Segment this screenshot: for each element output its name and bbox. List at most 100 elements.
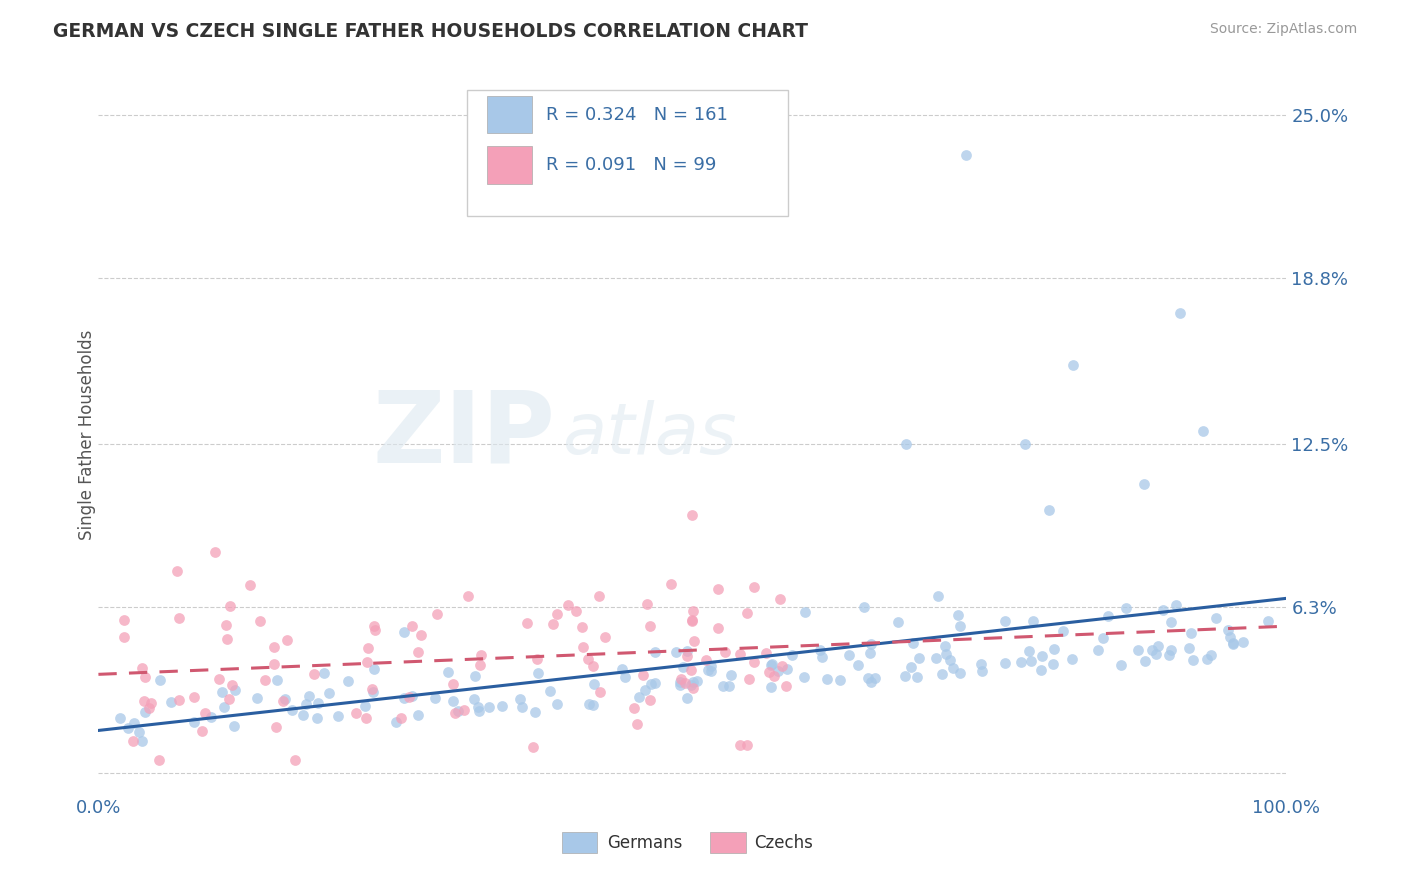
Point — [1133, 654, 1156, 668]
Point — [696, 663, 718, 677]
Point — [744, 580, 766, 594]
Point — [108, 711, 131, 725]
Point — [132, 694, 155, 708]
Point — [659, 576, 682, 591]
Point — [354, 699, 377, 714]
Point — [406, 708, 429, 723]
Point — [1091, 631, 1114, 645]
Point — [955, 147, 977, 161]
Point — [815, 672, 838, 686]
Point — [281, 703, 304, 717]
Point — [426, 607, 449, 621]
Point — [631, 668, 654, 682]
Point — [859, 637, 882, 651]
Point — [425, 691, 447, 706]
Point — [200, 710, 222, 724]
Point — [1109, 657, 1132, 672]
Point — [318, 686, 340, 700]
Point — [211, 684, 233, 698]
Point — [669, 672, 692, 686]
Point — [640, 693, 662, 707]
Point — [614, 670, 637, 684]
Point — [314, 666, 336, 681]
Point — [470, 648, 492, 663]
Point — [478, 700, 501, 714]
Point — [134, 670, 156, 684]
Point — [776, 662, 799, 676]
Point — [1164, 598, 1187, 612]
Point — [169, 692, 191, 706]
Point — [249, 614, 271, 628]
Point — [942, 661, 965, 675]
Point — [571, 620, 593, 634]
Point — [389, 711, 412, 725]
Point — [538, 683, 561, 698]
Point — [112, 613, 135, 627]
Point — [1022, 614, 1045, 628]
Point — [759, 680, 782, 694]
Point — [1232, 634, 1254, 648]
Bar — [486, 146, 531, 184]
Point — [887, 615, 910, 629]
Point — [707, 621, 730, 635]
Point — [139, 696, 162, 710]
Point — [1097, 609, 1119, 624]
Text: atlas: atlas — [562, 401, 737, 469]
Point — [398, 690, 420, 704]
Point — [863, 671, 886, 685]
Point — [344, 706, 367, 721]
Point — [138, 701, 160, 715]
Point — [934, 639, 956, 653]
Bar — [710, 832, 747, 854]
Point — [516, 616, 538, 631]
Point — [304, 667, 326, 681]
Point — [1157, 648, 1180, 662]
Point — [361, 685, 384, 699]
Point — [949, 619, 972, 633]
Bar — [486, 96, 531, 133]
Point — [183, 715, 205, 730]
Point — [239, 578, 262, 592]
Point — [1257, 615, 1279, 629]
Point — [263, 640, 285, 654]
Point — [291, 708, 314, 723]
Text: GERMAN VS CZECH SINGLE FATHER HOUSEHOLDS CORRELATION CHART: GERMAN VS CZECH SINGLE FATHER HOUSEHOLDS… — [53, 22, 808, 41]
Point — [467, 704, 489, 718]
Point — [523, 706, 546, 720]
Point — [122, 733, 145, 747]
Point — [117, 721, 139, 735]
Point — [730, 647, 752, 661]
Point — [593, 630, 616, 644]
Point — [392, 625, 415, 640]
Point — [149, 673, 172, 687]
Point — [700, 658, 723, 673]
Point — [1160, 642, 1182, 657]
Point — [707, 582, 730, 596]
Point — [122, 716, 145, 731]
Point — [686, 674, 709, 689]
Point — [935, 647, 957, 661]
Point — [761, 657, 783, 672]
Point — [1152, 603, 1174, 617]
Point — [838, 648, 860, 662]
Bar — [562, 832, 598, 854]
Point — [665, 645, 688, 659]
Point — [938, 653, 960, 667]
Point — [1222, 636, 1244, 650]
Point — [638, 619, 661, 633]
Point — [557, 599, 579, 613]
Point — [1052, 624, 1074, 639]
Point — [681, 663, 703, 677]
Point — [401, 689, 423, 703]
Point — [394, 691, 416, 706]
Point — [284, 753, 307, 767]
Text: R = 0.091   N = 99: R = 0.091 N = 99 — [547, 156, 717, 174]
Point — [191, 723, 214, 738]
Point — [148, 753, 170, 767]
Point — [700, 664, 723, 678]
Point — [673, 676, 696, 690]
Point — [830, 673, 852, 688]
Point — [711, 679, 734, 693]
Point — [221, 678, 243, 692]
Point — [1042, 642, 1064, 657]
